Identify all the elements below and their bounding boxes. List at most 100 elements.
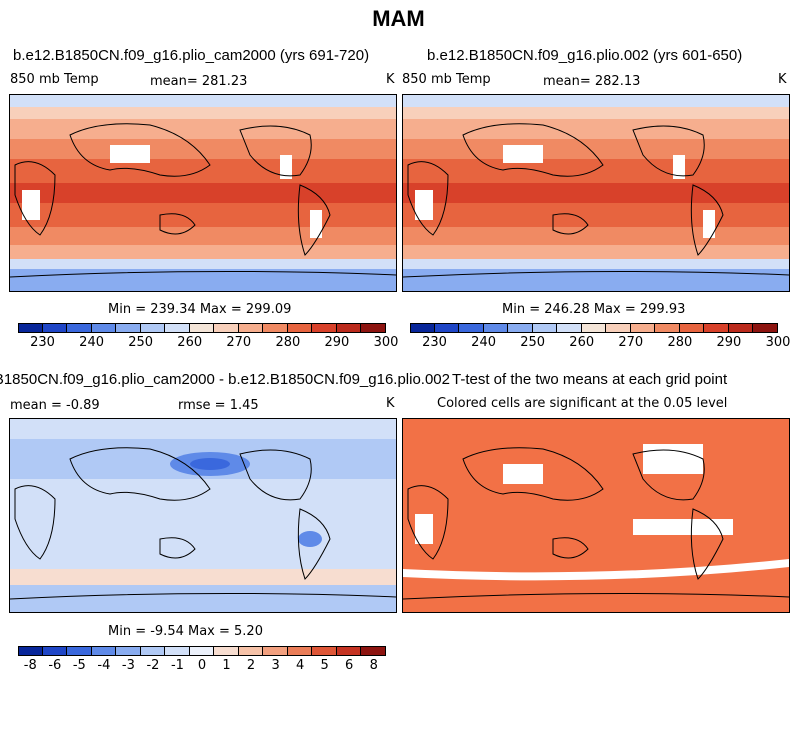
temp-colorbar-swatch: [67, 323, 92, 333]
coast-north-america: [632, 125, 705, 177]
band-equator: [10, 183, 396, 203]
figure-title: MAM: [372, 6, 425, 31]
temp-colorbar-swatch: [336, 323, 362, 333]
temp-colorbar-swatch: [116, 323, 141, 333]
diff-southern-warm-band: [10, 569, 396, 585]
insignificant-africa: [415, 514, 433, 544]
colorbar-tick-label: 270: [226, 335, 252, 350]
band-equator: [403, 183, 789, 203]
band-subpolar-south: [10, 259, 396, 269]
panel2-left-label: 850 mb Temp: [402, 72, 491, 87]
band-tropic-south: [10, 203, 396, 227]
panel2-map: [402, 94, 790, 292]
coast-australia: [159, 213, 196, 235]
band-midlat-north: [403, 119, 789, 139]
temp-colorbar-swatch: [42, 323, 68, 333]
missing-andes: [310, 210, 322, 238]
colorbar-tick-label: 4: [295, 658, 305, 673]
band-subpolar-north: [403, 107, 789, 119]
diff-colorbar-swatch: [116, 646, 141, 656]
band-subpolar-south: [403, 259, 789, 269]
panel1-left-label: 850 mb Temp: [10, 72, 99, 87]
colorbar-tick-label: 260: [569, 335, 595, 350]
panel2-title: b.e12.B1850CN.f09_g16.plio.002 (yrs 601-…: [427, 47, 743, 64]
panel3-title: b.e12.B1850CN.f09_g16.plio_cam2000 - b.e…: [0, 371, 450, 388]
temp-colorbar-swatch: [704, 323, 729, 333]
panel1-mean-label: mean= 281.23: [150, 74, 248, 89]
band-midlat-south: [403, 245, 789, 259]
insignificant-south-pacific: [633, 519, 733, 535]
diff-colorbar-swatch: [238, 646, 264, 656]
diff-colorbar-frame: [18, 646, 386, 656]
panel2-heatmap: [403, 95, 789, 291]
temp-colorbar-swatch: [312, 323, 337, 333]
temp-colorbar-swatch: [189, 323, 215, 333]
colorbar-tick-label: 250: [128, 335, 154, 350]
diff-colorbar-swatch: [336, 646, 362, 656]
panel1-map: [9, 94, 397, 292]
panel3-units: K: [386, 396, 395, 411]
diff-colorbar-swatch: [91, 646, 117, 656]
band-subpolar-north: [10, 107, 396, 119]
temp-colorbar-swatch: [532, 323, 558, 333]
coast-africa: [407, 161, 449, 236]
temp-colorbar-swatch: [557, 323, 582, 333]
coast-south-america: [297, 508, 331, 580]
diff-colorbar-swatch: [67, 646, 92, 656]
colorbar-tick-label: 290: [324, 335, 350, 350]
panel1-heatmap: [10, 95, 396, 291]
coast-south-america: [690, 508, 724, 580]
temp-colorbar-swatch: [483, 323, 509, 333]
temp-colorbar-swatch: [18, 323, 43, 333]
significance-field: [403, 419, 789, 612]
panel4-map: [402, 418, 790, 613]
coast-north-america: [239, 449, 312, 501]
temp-colorbar-swatch: [165, 323, 190, 333]
missing-tibet: [503, 145, 543, 163]
coast-eurasia: [462, 447, 604, 501]
colorbar-tick-label: 280: [275, 335, 301, 350]
band-subtropic-north: [403, 139, 789, 159]
diff-colorbar-swatch: [263, 646, 288, 656]
colorbar-tick-label: -3: [121, 658, 135, 673]
coast-eurasia: [69, 123, 211, 177]
missing-rockies: [280, 155, 292, 179]
diff-colorbar-swatch: [18, 646, 43, 656]
panel2-colorbar: 230 240 250 260 270 280 290 300: [410, 323, 790, 353]
coast-antarctica: [403, 270, 789, 278]
band-subtropic-south: [10, 227, 396, 245]
colorbar-tick-label: 5: [320, 658, 329, 673]
diff-cold-center: [190, 458, 230, 470]
coast-north-america: [632, 449, 705, 501]
coast-australia: [552, 213, 589, 235]
colorbar-tick-label: -1: [170, 658, 184, 673]
colorbar-tick-label: -4: [97, 658, 111, 673]
panel4-subtitle: Colored cells are significant at the 0.0…: [437, 396, 728, 411]
colorbar-tick-label: 6: [345, 658, 354, 673]
panel4-heatmap: [403, 419, 789, 612]
panel3-heatmap: [10, 419, 396, 612]
band-polar-south: [403, 269, 789, 291]
colorbar-tick-label: 230: [30, 335, 55, 350]
missing-tibet: [110, 145, 150, 163]
panel1-units: K: [386, 72, 395, 87]
temp-colorbar-frame: [18, 323, 386, 333]
band-polar-north: [10, 95, 396, 107]
temp-colorbar-swatch: [140, 323, 166, 333]
coast-africa: [14, 161, 56, 236]
panel2-mean-label: mean= 282.13: [543, 74, 641, 89]
temp-colorbar-swatch: [508, 323, 533, 333]
coast-australia: [159, 537, 196, 559]
colorbar-tick-label: 240: [471, 335, 497, 350]
temp-colorbar-swatch: [91, 323, 117, 333]
colorbar-tick-label: -6: [48, 658, 62, 673]
colorbar-tick-label: 300: [373, 335, 399, 350]
band-subtropic-north: [10, 139, 396, 159]
panel3-map: [9, 418, 397, 613]
band-polar-south: [10, 269, 396, 291]
colorbar-tick-label: 3: [271, 658, 280, 673]
coast-south-america: [690, 184, 724, 256]
coast-eurasia: [69, 447, 211, 501]
coast-africa: [14, 485, 56, 560]
panel1-stats: Min = 239.34 Max = 299.09: [108, 302, 292, 317]
